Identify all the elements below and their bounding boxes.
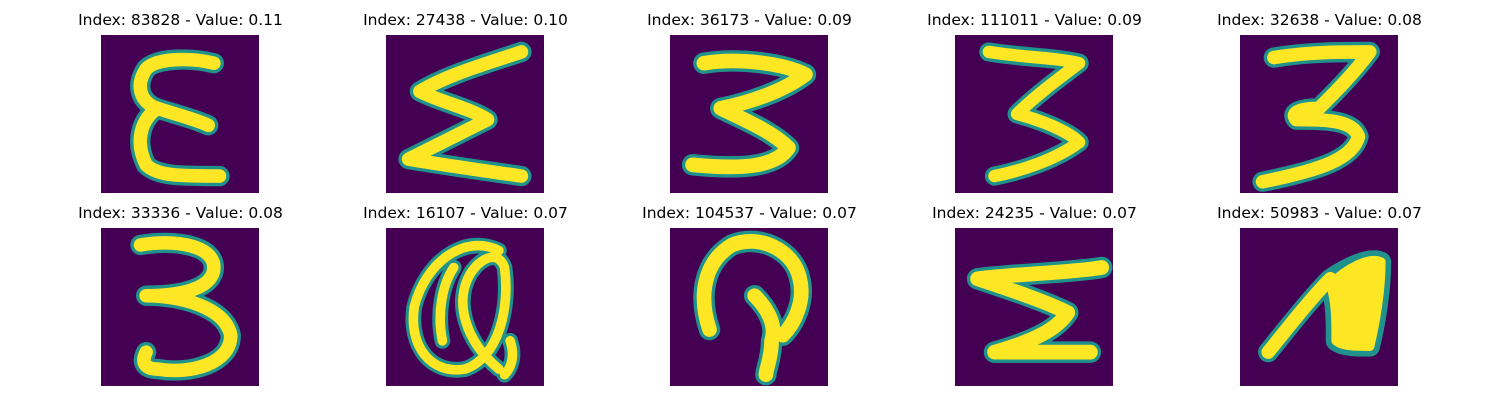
panel-title: Index: 36173 - Value: 0.09 bbox=[647, 11, 852, 29]
digit-image bbox=[1240, 35, 1398, 193]
panel-8: Index: 24235 - Value: 0.07 bbox=[892, 201, 1177, 386]
digit-image bbox=[955, 35, 1113, 193]
panel-7: Index: 104537 - Value: 0.07 bbox=[607, 201, 892, 386]
glyph-five-z bbox=[955, 228, 1113, 386]
digit-image bbox=[101, 228, 259, 386]
panel-title: Index: 111011 - Value: 0.09 bbox=[927, 11, 1142, 29]
digit-image bbox=[386, 228, 544, 386]
panel-title: Index: 83828 - Value: 0.11 bbox=[78, 11, 283, 29]
panel-6: Index: 16107 - Value: 0.07 bbox=[323, 201, 608, 386]
glyph-three-round bbox=[101, 228, 259, 386]
panel-title: Index: 33336 - Value: 0.08 bbox=[78, 204, 283, 222]
glyph-epsilon bbox=[101, 35, 259, 193]
panel-title: Index: 27438 - Value: 0.10 bbox=[363, 11, 568, 29]
panel-title: Index: 32638 - Value: 0.08 bbox=[1217, 11, 1422, 29]
panel-title: Index: 50983 - Value: 0.07 bbox=[1217, 204, 1422, 222]
digit-image bbox=[670, 228, 828, 386]
glyph-hook bbox=[670, 228, 828, 386]
glyph-three-flat-top bbox=[1240, 35, 1398, 193]
glyph-leaf bbox=[1240, 228, 1398, 386]
panel-9: Index: 50983 - Value: 0.07 bbox=[1177, 201, 1462, 386]
panel-2: Index: 36173 - Value: 0.09 bbox=[607, 8, 892, 193]
panel-0: Index: 83828 - Value: 0.11 bbox=[38, 8, 323, 193]
glyph-sigma bbox=[386, 35, 544, 193]
panel-1: Index: 27438 - Value: 0.10 bbox=[323, 8, 608, 193]
panel-3: Index: 111011 - Value: 0.09 bbox=[892, 8, 1177, 193]
glyph-three-wide bbox=[670, 35, 828, 193]
panel-4: Index: 32638 - Value: 0.08 bbox=[1177, 8, 1462, 193]
digit-image bbox=[955, 228, 1113, 386]
glyph-three-angular bbox=[955, 35, 1113, 193]
digit-image bbox=[670, 35, 828, 193]
glyph-loop-a bbox=[386, 228, 544, 386]
panel-5: Index: 33336 - Value: 0.08 bbox=[38, 201, 323, 386]
panel-title: Index: 24235 - Value: 0.07 bbox=[932, 204, 1137, 222]
panel-title: Index: 16107 - Value: 0.07 bbox=[363, 204, 568, 222]
panel-title: Index: 104537 - Value: 0.07 bbox=[642, 204, 857, 222]
digit-image bbox=[386, 35, 544, 193]
digit-image bbox=[101, 35, 259, 193]
digit-image bbox=[1240, 228, 1398, 386]
